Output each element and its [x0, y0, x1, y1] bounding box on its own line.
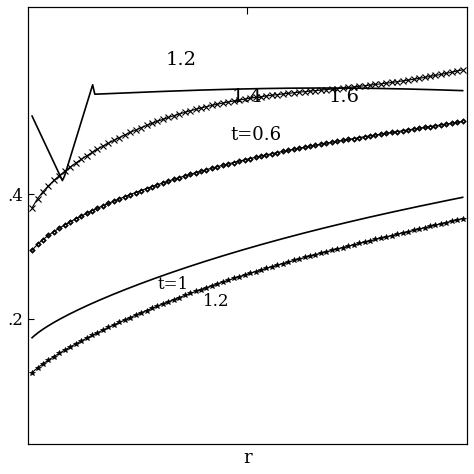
- Text: 1.6: 1.6: [328, 88, 360, 106]
- Text: 1.2: 1.2: [203, 293, 230, 310]
- X-axis label: r: r: [243, 449, 252, 467]
- Text: t=1: t=1: [157, 276, 188, 293]
- Text: 1.2: 1.2: [166, 51, 197, 69]
- Text: t=0.6: t=0.6: [230, 126, 282, 144]
- Text: 1.4: 1.4: [232, 88, 263, 106]
